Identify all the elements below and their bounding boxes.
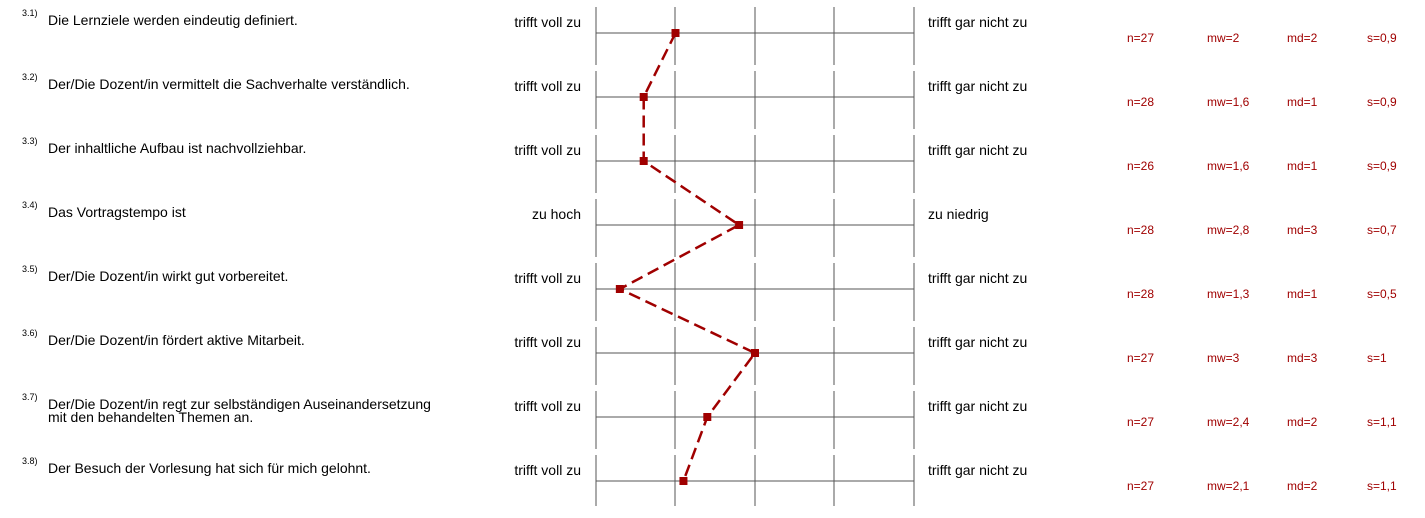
question-number: 3.5) xyxy=(22,264,38,274)
stat-mean: mw=2 xyxy=(1207,31,1240,45)
stat-median: md=2 xyxy=(1287,31,1318,45)
question-text: Der Besuch der Vorlesung hat sich für mi… xyxy=(48,460,371,476)
question-row: 3.1) Die Lernziele werden eindeutig defin… xyxy=(0,6,1425,70)
question-row: 3.5) Der/Die Dozent/in wirkt gut vorberei… xyxy=(0,262,1425,326)
stat-n: n=27 xyxy=(1127,415,1155,429)
question-row: 3.7) Der/Die Dozent/in regt zur selbständ… xyxy=(0,390,1425,454)
question-row: 3.2) Der/Die Dozent/in vermittelt die Sac… xyxy=(0,70,1425,134)
scale-right-label: trifft gar nicht zu xyxy=(928,142,1028,158)
scale-right-label: trifft gar nicht zu xyxy=(928,462,1028,478)
stat-median: md=3 xyxy=(1287,351,1318,365)
stat-median: md=1 xyxy=(1287,95,1318,109)
question-row: 3.8) Der Besuch der Vorlesung hat sich fü… xyxy=(0,454,1425,518)
scale-right-label: trifft gar nicht zu xyxy=(928,14,1028,30)
stat-stddev: s=0,7 xyxy=(1367,223,1397,237)
scale-left-label: trifft voll zu xyxy=(514,142,581,158)
question-number: 3.2) xyxy=(22,72,38,82)
scale-left-label: trifft voll zu xyxy=(514,78,581,94)
stat-mean: mw=2,1 xyxy=(1207,479,1250,493)
stat-stddev: s=0,9 xyxy=(1367,95,1397,109)
stat-stddev: s=0,5 xyxy=(1367,287,1397,301)
question-text: Der/Die Dozent/in fördert aktive Mitarbe… xyxy=(48,332,305,348)
stat-stddev: s=1,1 xyxy=(1367,415,1397,429)
stat-n: n=27 xyxy=(1127,479,1155,493)
scale-right-label: trifft gar nicht zu xyxy=(928,270,1028,286)
scale-left-label: trifft voll zu xyxy=(514,270,581,286)
scale-left-label: trifft voll zu xyxy=(514,398,581,414)
stat-n: n=26 xyxy=(1127,159,1155,173)
stat-mean: mw=1,6 xyxy=(1207,159,1250,173)
stat-mean: mw=1,6 xyxy=(1207,95,1250,109)
question-row: 3.3) Der inhaltliche Aufbau ist nachvollz… xyxy=(0,134,1425,198)
stat-stddev: s=0,9 xyxy=(1367,159,1397,173)
stat-n: n=28 xyxy=(1127,287,1155,301)
stat-n: n=27 xyxy=(1127,351,1155,365)
question-text: Der/Die Dozent/in wirkt gut vorbereitet. xyxy=(48,268,289,284)
scale-right-label: trifft gar nicht zu xyxy=(928,398,1028,414)
question-row: 3.6) Der/Die Dozent/in fördert aktive Mit… xyxy=(0,326,1425,390)
question-row: 3.4) Das Vortragstempo ist zu hoch zu niedr… xyxy=(0,198,1425,262)
scale-left-label: trifft voll zu xyxy=(514,14,581,30)
question-text: Das Vortragstempo ist xyxy=(48,204,186,220)
stat-mean: mw=2,8 xyxy=(1207,223,1250,237)
question-number: 3.3) xyxy=(22,136,38,146)
stat-median: md=2 xyxy=(1287,479,1318,493)
question-number: 3.6) xyxy=(22,328,38,338)
stat-median: md=3 xyxy=(1287,223,1318,237)
scale-right-label: zu niedrig xyxy=(928,206,989,222)
scale-left-label: zu hoch xyxy=(531,206,581,222)
scale-left-label: trifft voll zu xyxy=(514,334,581,350)
stat-mean: mw=3 xyxy=(1207,351,1240,365)
scale-right-label: trifft gar nicht zu xyxy=(928,334,1028,350)
question-number: 3.1) xyxy=(22,8,38,18)
question-text: Der/Die Dozent/in regt zur selbständigen… xyxy=(48,396,431,425)
stat-mean: mw=1,3 xyxy=(1207,287,1250,301)
question-number: 3.7) xyxy=(22,392,38,402)
question-number: 3.8) xyxy=(22,456,38,466)
stat-stddev: s=1 xyxy=(1367,351,1387,365)
stat-mean: mw=2,4 xyxy=(1207,415,1250,429)
stat-median: md=1 xyxy=(1287,287,1318,301)
stat-stddev: s=1,1 xyxy=(1367,479,1397,493)
question-text: Der/Die Dozent/in vermittelt die Sachver… xyxy=(48,76,410,92)
question-text: Die Lernziele werden eindeutig definiert… xyxy=(48,12,298,28)
scale-right-label: trifft gar nicht zu xyxy=(928,78,1028,94)
stat-n: n=27 xyxy=(1127,31,1155,45)
stat-median: md=2 xyxy=(1287,415,1318,429)
scale-left-label: trifft voll zu xyxy=(514,462,581,478)
stat-n: n=28 xyxy=(1127,95,1155,109)
stat-median: md=1 xyxy=(1287,159,1318,173)
stat-stddev: s=0,9 xyxy=(1367,31,1397,45)
question-text: Der inhaltliche Aufbau ist nachvollziehb… xyxy=(48,140,307,156)
question-number: 3.4) xyxy=(22,200,38,210)
stat-n: n=28 xyxy=(1127,223,1155,237)
